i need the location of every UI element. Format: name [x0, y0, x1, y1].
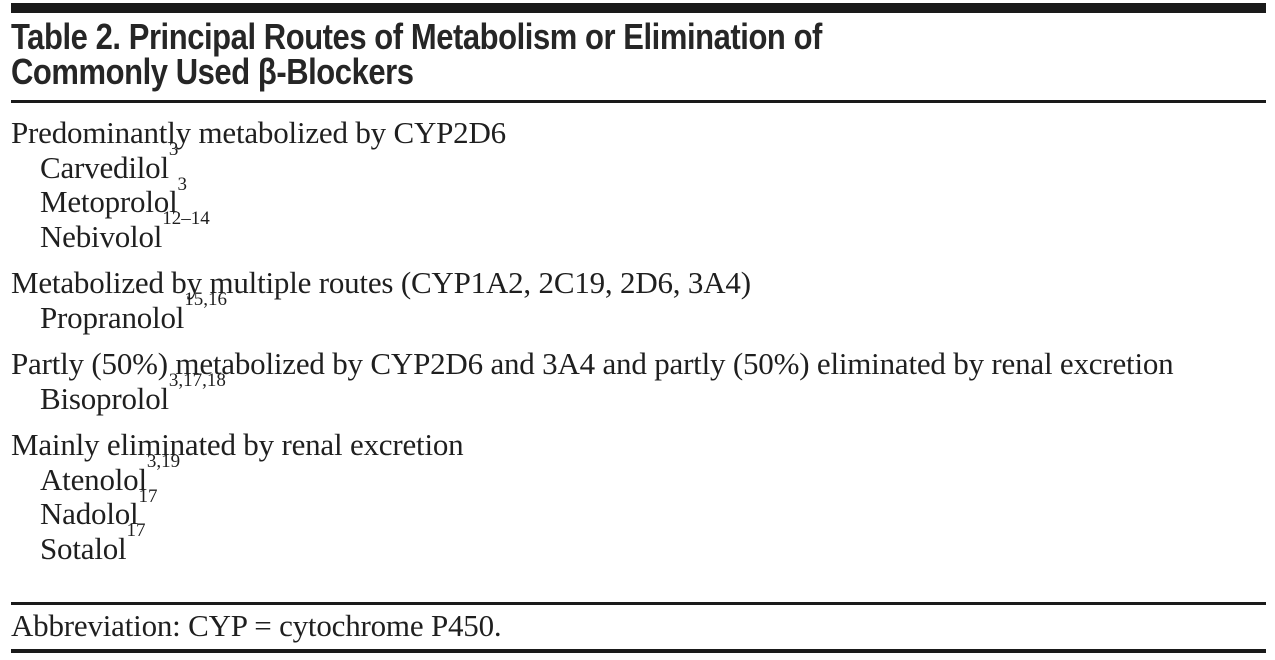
reference-superscript: 12–14	[162, 208, 210, 230]
drug-name: Nebivolol	[40, 218, 163, 254]
section-renal-excretion: Mainly eliminated by renal excretion Ate…	[11, 427, 1275, 567]
section-header: Partly (50%) metabolized by CYP2D6 and 3…	[11, 346, 1174, 381]
table-body: Predominantly metabolized by CYP2D6 Carv…	[11, 115, 1275, 567]
reference-superscript: 3,17,18	[168, 370, 226, 392]
table-title-line1: Table 2. Principal Routes of Metabolism …	[11, 16, 822, 57]
section-header: Metabolized by multiple routes (CYP1A2, …	[11, 265, 751, 300]
table-title: Table 2. Principal Routes of Metabolism …	[11, 16, 954, 92]
section-header: Predominantly metabolized by CYP2D6	[11, 115, 506, 150]
reference-superscript: 17	[138, 485, 158, 507]
drug-item: Atenolol3,19	[11, 452, 1275, 498]
top-border-bar	[11, 3, 1266, 13]
footnote-divider-rule	[11, 602, 1266, 605]
drug-name: Propranolol	[40, 299, 185, 335]
drug-name: Bisoprolol	[40, 380, 169, 416]
drug-item: Sotalol17	[11, 521, 1275, 567]
drug-item: Metoprolol3	[11, 175, 1275, 220]
abbreviation-footnote: Abbreviation: CYP = cytochrome P450.	[11, 608, 502, 643]
title-divider-rule	[11, 100, 1266, 103]
drug-item: Bisoprolol3,17,18	[11, 371, 1275, 417]
reference-superscript: 3	[177, 173, 188, 195]
drug-name: Metoprolol	[40, 184, 178, 219]
section-cyp2d6: Predominantly metabolized by CYP2D6 Carv…	[11, 115, 1275, 255]
drug-name: Atenolol	[40, 461, 147, 497]
section-multiple-routes: Metabolized by multiple routes (CYP1A2, …	[11, 265, 1275, 336]
drug-name: Carvedilol	[40, 149, 169, 185]
table-title-line2: Commonly Used β-Blockers	[11, 51, 414, 92]
reference-superscript: 17	[126, 520, 146, 542]
drug-item: Propranolol15,16	[11, 290, 1275, 336]
drug-item: Carvedilol3	[11, 140, 1275, 186]
reference-superscript: 3,19	[146, 451, 181, 473]
reference-superscript: 3	[168, 139, 179, 161]
section-partly-renal: Partly (50%) metabolized by CYP2D6 and 3…	[11, 346, 1275, 417]
drug-name: Sotalol	[40, 530, 127, 566]
drug-name: Nadolol	[40, 496, 139, 531]
section-header: Mainly eliminated by renal excretion	[11, 427, 464, 462]
bottom-border-rule	[11, 649, 1266, 653]
drug-item: Nebivolol12–14	[11, 209, 1275, 255]
reference-superscript: 15,16	[184, 289, 227, 311]
drug-item: Nadolol17	[11, 487, 1275, 532]
